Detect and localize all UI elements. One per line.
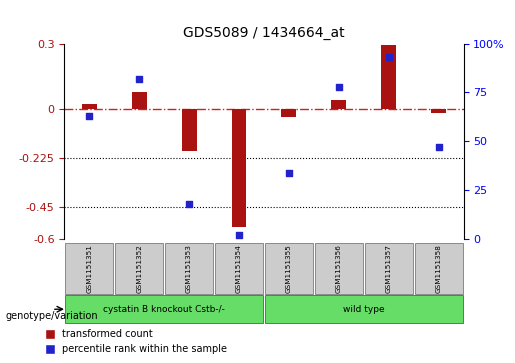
Bar — [182, 109, 197, 151]
Point — [235, 232, 243, 238]
FancyBboxPatch shape — [265, 295, 462, 323]
Bar — [381, 45, 396, 109]
Text: genotype/variation: genotype/variation — [5, 311, 98, 321]
Text: GSM1151353: GSM1151353 — [186, 244, 192, 293]
Point — [85, 113, 93, 119]
Bar — [82, 104, 97, 109]
Legend: transformed count, percentile rank within the sample: transformed count, percentile rank withi… — [41, 326, 231, 358]
FancyBboxPatch shape — [65, 295, 263, 323]
Bar — [431, 109, 446, 113]
Text: GSM1151358: GSM1151358 — [436, 244, 441, 293]
Text: GSM1151355: GSM1151355 — [286, 244, 292, 293]
Text: cystatin B knockout Cstb-/-: cystatin B knockout Cstb-/- — [103, 305, 225, 314]
FancyBboxPatch shape — [315, 244, 363, 294]
Text: GSM1151354: GSM1151354 — [236, 244, 242, 293]
Bar — [281, 109, 296, 117]
FancyBboxPatch shape — [265, 244, 313, 294]
Text: wild type: wild type — [343, 305, 385, 314]
FancyBboxPatch shape — [65, 244, 113, 294]
Point — [385, 54, 393, 60]
Text: GSM1151357: GSM1151357 — [386, 244, 392, 293]
Point — [335, 84, 343, 90]
Point — [185, 201, 193, 207]
FancyBboxPatch shape — [115, 244, 163, 294]
Title: GDS5089 / 1434664_at: GDS5089 / 1434664_at — [183, 26, 345, 40]
FancyBboxPatch shape — [165, 244, 213, 294]
Point — [135, 76, 143, 82]
Point — [435, 144, 443, 150]
Text: GSM1151351: GSM1151351 — [87, 244, 92, 293]
Point — [285, 170, 293, 176]
Bar — [331, 100, 346, 109]
FancyBboxPatch shape — [415, 244, 462, 294]
Bar — [232, 109, 247, 227]
Bar — [132, 93, 147, 109]
Text: GSM1151352: GSM1151352 — [136, 244, 142, 293]
Text: GSM1151356: GSM1151356 — [336, 244, 342, 293]
FancyBboxPatch shape — [365, 244, 413, 294]
FancyBboxPatch shape — [215, 244, 263, 294]
